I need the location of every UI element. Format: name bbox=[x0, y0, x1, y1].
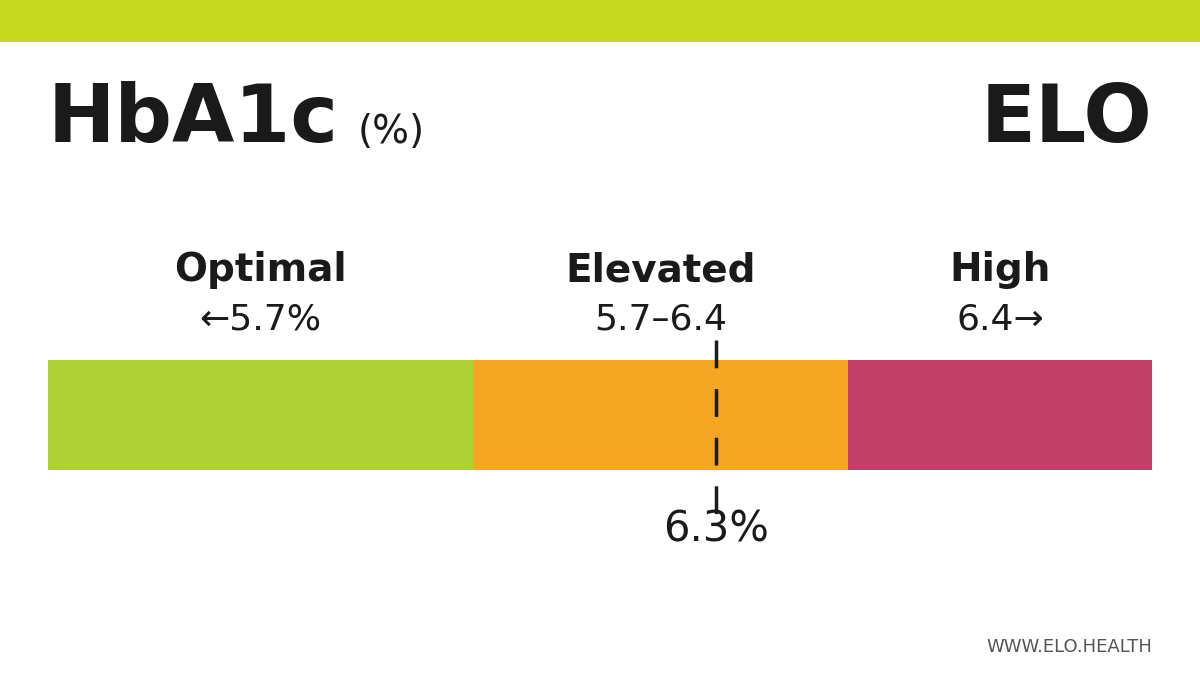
Wedge shape bbox=[1097, 360, 1152, 470]
Bar bbox=[848, 360, 1152, 470]
Text: Optimal: Optimal bbox=[174, 251, 347, 289]
Text: 5.7–6.4: 5.7–6.4 bbox=[594, 303, 727, 337]
Text: WWW.ELO.HEALTH: WWW.ELO.HEALTH bbox=[986, 638, 1152, 656]
Text: Elevated: Elevated bbox=[565, 251, 756, 289]
Text: ←5.7%: ←5.7% bbox=[199, 303, 322, 337]
Bar bbox=[0, 0, 1200, 42]
Text: ELO: ELO bbox=[980, 81, 1152, 159]
Text: High: High bbox=[949, 251, 1051, 289]
Bar bbox=[48, 360, 473, 470]
Bar bbox=[473, 360, 848, 470]
Wedge shape bbox=[48, 360, 103, 470]
Text: (%): (%) bbox=[358, 113, 425, 151]
Text: 6.3%: 6.3% bbox=[662, 509, 769, 551]
Text: HbA1c: HbA1c bbox=[48, 81, 340, 159]
Text: 6.4→: 6.4→ bbox=[956, 303, 1044, 337]
